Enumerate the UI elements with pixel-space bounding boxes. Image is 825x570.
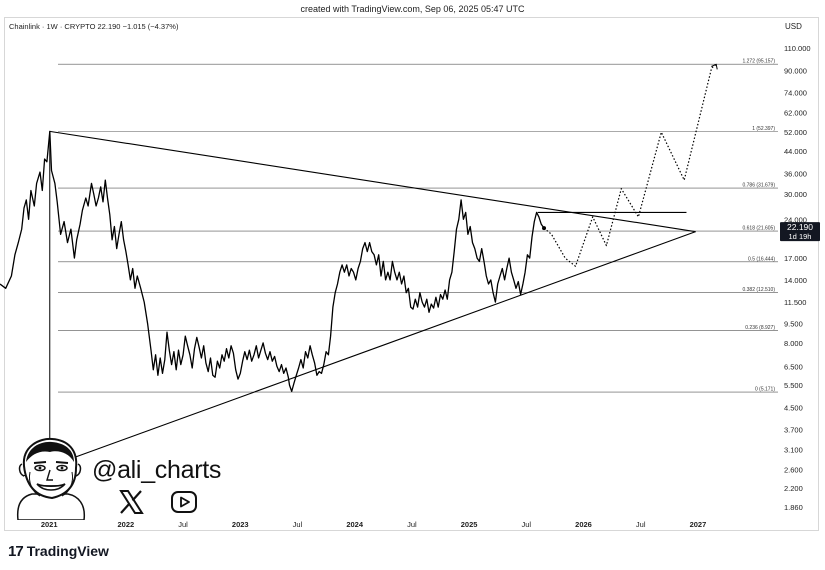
trendline <box>22 231 696 477</box>
x-tick-label: Jul <box>521 520 531 529</box>
x-tick-label: 2027 <box>690 520 707 529</box>
x-tick-label: Jul <box>178 520 188 529</box>
currency-label: USD <box>785 22 802 31</box>
x-tick-label: Jul <box>636 520 646 529</box>
x-tick-label: 2022 <box>118 520 135 529</box>
price-label-box <box>780 222 820 242</box>
avatar <box>16 437 86 520</box>
fib-level-label: 0 (5.171) <box>755 387 775 393</box>
price-label: 22.190 1d 19h <box>780 222 820 242</box>
y-tick-label: 11.500 <box>784 298 806 307</box>
y-tick-label: 14.000 <box>784 276 807 285</box>
fib-level-label: 0.236 (8.927) <box>745 325 775 331</box>
fib-level-label: 0.5 (16.444) <box>748 256 775 262</box>
y-tick-label: 52.000 <box>784 128 807 137</box>
fib-level-label: 0.786 (31.679) <box>742 183 775 189</box>
y-axis: 110.000 90.000 74.000 62.000 52.000 44.000 36.… <box>784 44 811 512</box>
price-line <box>0 130 545 393</box>
projection-arrowhead <box>711 63 718 70</box>
x-tick-label: 2024 <box>346 520 364 529</box>
watermark-handle: @ali_charts <box>92 456 222 484</box>
y-tick-label: 6.500 <box>784 362 803 371</box>
fib-level-label: 1 (52.397) <box>752 126 775 132</box>
y-tick-label: 17.000 <box>784 254 807 263</box>
tradingview-logo-text: TradingView <box>26 543 109 559</box>
x-tick-label: 2026 <box>575 520 592 529</box>
chart-frame <box>4 17 819 531</box>
x-logo-icon[interactable] <box>118 489 144 515</box>
tradingview-logo-icon: 17 <box>8 542 24 560</box>
youtube-play-icon[interactable] <box>170 490 198 514</box>
x-axis: 2021 2022 Jul 2023 Jul 2024 Jul 2025 Jul 2026 Jul 2… <box>41 520 706 529</box>
tradingview-logo[interactable]: 17 TradingView <box>8 542 109 560</box>
symbol-change: −1.015 (−4.37%) <box>122 22 179 31</box>
fib-level-label: 0.382 (12.510) <box>742 287 775 293</box>
x-tick-label: 2023 <box>232 520 249 529</box>
y-tick-label: 110.000 <box>784 44 811 53</box>
y-tick-label: 24.000 <box>784 215 807 224</box>
y-tick-label: 5.500 <box>784 381 803 390</box>
x-tick-label: Jul <box>407 520 417 529</box>
y-tick-label: 74.000 <box>784 89 807 98</box>
last-price-dot <box>542 226 547 231</box>
y-tick-label: 9.500 <box>784 320 803 329</box>
x-tick-label: 2021 <box>41 520 58 529</box>
y-tick-label: 4.500 <box>784 404 803 413</box>
y-tick-label: 2.200 <box>784 484 803 493</box>
y-tick-label: 1.860 <box>784 503 803 512</box>
trendlines <box>22 130 696 494</box>
fib-level-label: 0.618 (21.605) <box>742 226 775 232</box>
y-tick-label: 3.100 <box>784 446 803 455</box>
price-label-countdown: 1d 19h <box>789 232 812 241</box>
symbol-title: Chainlink · 1W · CRYPTO <box>9 22 96 31</box>
y-tick-label: 3.700 <box>784 426 803 435</box>
symbol-price: 22.190 <box>97 22 121 31</box>
symbol-header: Chainlink · 1W · CRYPTO 22.190 −1.015 (−… <box>9 22 178 31</box>
price-series <box>0 63 718 393</box>
created-with-text: created with TradingView.com, Sep 06, 20… <box>300 4 525 14</box>
trendline <box>49 130 696 233</box>
y-tick-label: 30.000 <box>784 190 807 199</box>
projection-path <box>543 63 717 267</box>
fib-levels: 1.272 (95.157) 1 (52.397) 0.786 (31.679) 0.… <box>58 59 778 393</box>
price-label-value: 22.190 <box>787 222 813 232</box>
y-tick-label: 90.000 <box>784 66 807 75</box>
y-tick-label: 36.000 <box>784 170 807 179</box>
x-tick-label: Jul <box>293 520 303 529</box>
y-tick-label: 62.000 <box>784 108 807 117</box>
y-tick-label: 44.000 <box>784 147 807 156</box>
y-tick-label: 8.000 <box>784 339 803 348</box>
fib-level-label: 1.272 (95.157) <box>742 59 775 65</box>
y-tick-label: 2.600 <box>784 465 803 474</box>
x-tick-label: 2025 <box>461 520 478 529</box>
